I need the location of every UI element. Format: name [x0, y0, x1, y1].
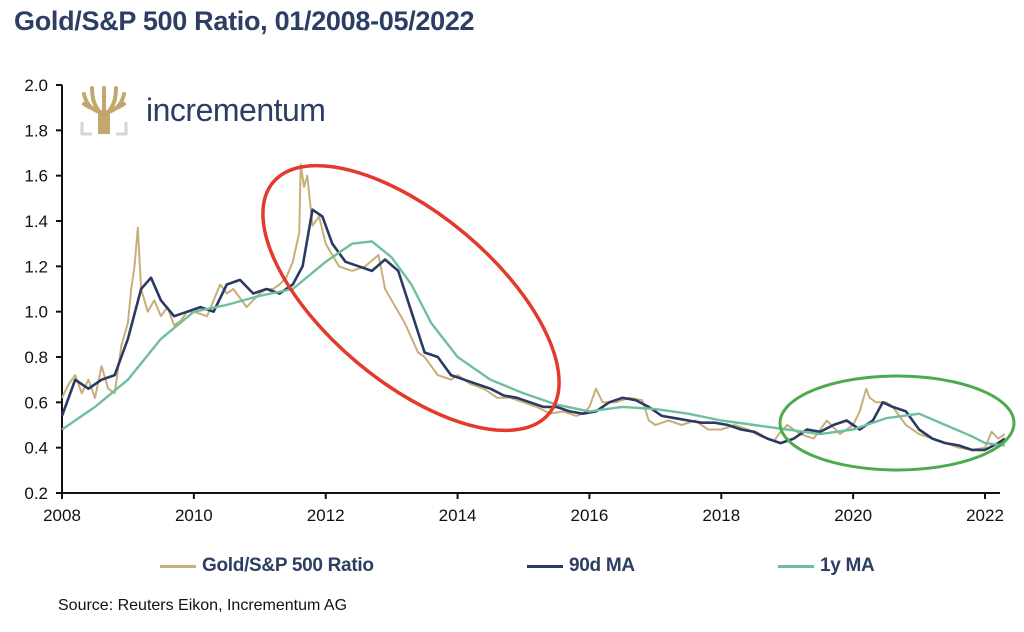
- y-tick-label: 0.4: [24, 439, 48, 458]
- x-tick-label: 2012: [307, 506, 345, 525]
- x-tick-label: 2020: [834, 506, 872, 525]
- green-highlight-ellipse: [778, 374, 1016, 472]
- legend-item-1y: 1y MA: [778, 555, 875, 577]
- annotation-layer: [261, 163, 1016, 472]
- x-tick-label: 2014: [439, 506, 477, 525]
- legend-item-90d: 90d MA: [527, 555, 635, 577]
- legend-swatch-ratio: [160, 564, 196, 568]
- x-tick-label: 2022: [966, 506, 1004, 525]
- series-line-90d-ma: [60, 208, 1006, 452]
- series-line-ratio: [61, 163, 1006, 451]
- legend-swatch-1y: [778, 564, 814, 568]
- series-layer: [60, 163, 1006, 452]
- y-tick-label: 1.4: [24, 212, 48, 231]
- series-line-1y-ma: [61, 240, 1005, 447]
- y-tick-label: 1.2: [24, 257, 48, 276]
- y-tick-label: 1.6: [24, 167, 48, 186]
- y-tick-label: 0.6: [24, 393, 48, 412]
- y-tick-label: 1.8: [24, 121, 48, 140]
- legend: Gold/S&P 500 Ratio 90d MA 1y MA: [0, 555, 1024, 585]
- x-tick-label: 2010: [175, 506, 213, 525]
- legend-label-90d: 90d MA: [569, 555, 635, 576]
- x-tick-label: 2016: [571, 506, 609, 525]
- y-tick-label: 0.2: [24, 484, 48, 503]
- y-tick-label: 2.0: [24, 76, 48, 95]
- logo-text: incrementum: [146, 92, 326, 128]
- legend-swatch-90d: [527, 564, 563, 568]
- source-note: Source: Reuters Eikon, Incrementum AG: [58, 597, 348, 614]
- x-tick-label: 2008: [43, 506, 81, 525]
- axes: 0.2 0.4 0.6 0.8 1.0 1.2 1.4 1.6 1.8 2.0 2008 2010 20…: [24, 76, 1004, 525]
- legend-item-ratio: Gold/S&P 500 Ratio: [160, 555, 374, 577]
- logo-tree-icon: [80, 86, 128, 136]
- y-tick-label: 0.8: [24, 348, 48, 367]
- legend-label-ratio: Gold/S&P 500 Ratio: [202, 555, 374, 576]
- legend-label-1y: 1y MA: [820, 555, 875, 576]
- x-tick-label: 2018: [702, 506, 740, 525]
- chart-title: Gold/S&P 500 Ratio, 01/2008-05/2022: [14, 6, 475, 36]
- red-highlight-ellipse: [261, 163, 561, 433]
- y-tick-label: 1.0: [24, 303, 48, 322]
